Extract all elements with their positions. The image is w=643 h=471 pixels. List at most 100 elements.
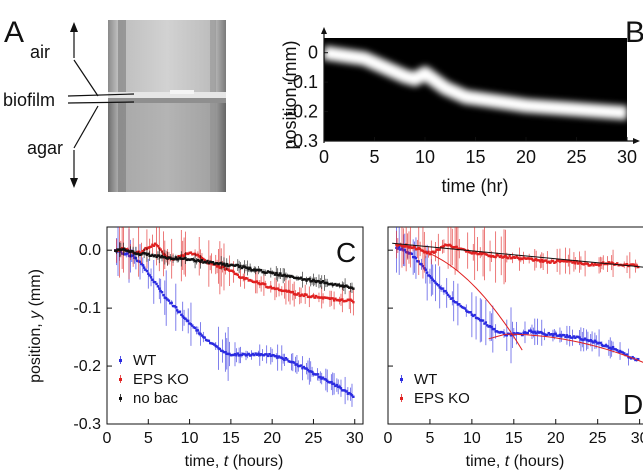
fit-line-wt <box>488 333 643 363</box>
data-point <box>184 256 187 260</box>
d-xtick-label: 25 <box>589 430 607 447</box>
data-point <box>147 246 150 249</box>
data-point <box>512 255 516 259</box>
data-point <box>202 335 205 339</box>
data-point <box>338 299 341 302</box>
data-point <box>302 278 306 281</box>
c-ytick-label: -0.1 <box>73 300 101 317</box>
data-point <box>185 252 189 255</box>
data-point <box>206 259 209 263</box>
data-point <box>266 354 270 358</box>
data-point <box>138 251 142 254</box>
data-point <box>588 339 591 343</box>
data-point <box>473 252 476 255</box>
data-point <box>585 338 588 342</box>
data-point <box>250 353 253 357</box>
data-point <box>465 309 468 312</box>
data-point <box>328 381 332 384</box>
d-xtick-label: 5 <box>425 430 434 447</box>
data-point <box>469 311 472 314</box>
data-point <box>250 268 253 272</box>
data-point <box>203 258 206 262</box>
data-point <box>264 283 267 286</box>
data-point <box>583 337 587 340</box>
c-xtick-label: 30 <box>346 430 364 447</box>
data-point <box>502 332 506 335</box>
data-point <box>187 319 190 323</box>
data-point <box>428 274 432 278</box>
data-point <box>562 260 566 263</box>
data-point <box>280 289 283 292</box>
data-point <box>343 299 347 303</box>
data-point <box>331 382 334 386</box>
data-point <box>514 256 517 259</box>
data-point <box>600 343 604 347</box>
data-point <box>215 265 219 268</box>
data-point <box>313 373 317 376</box>
data-point <box>495 330 499 333</box>
data-point <box>192 326 195 329</box>
data-point <box>491 327 495 331</box>
data-point <box>509 334 513 337</box>
data-point <box>554 260 557 264</box>
data-point <box>582 338 585 341</box>
data-point <box>441 287 444 290</box>
data-point <box>261 270 264 274</box>
data-point <box>607 346 611 350</box>
c-ytick-label: -0.3 <box>73 416 101 433</box>
data-point <box>330 380 333 384</box>
b-xtick-label: 5 <box>369 147 379 167</box>
data-point <box>431 278 434 281</box>
data-point <box>589 263 592 267</box>
c-xtick-label: 10 <box>181 430 199 447</box>
data-point <box>258 269 261 272</box>
data-point <box>174 256 178 259</box>
data-point <box>231 263 234 267</box>
data-point <box>352 300 355 304</box>
data-point <box>458 303 461 306</box>
data-point <box>242 276 245 279</box>
data-point <box>189 323 193 326</box>
data-point <box>295 363 299 366</box>
data-point <box>414 248 418 251</box>
data-point <box>338 385 341 388</box>
data-point <box>511 256 514 260</box>
data-point <box>533 258 536 261</box>
data-point <box>155 282 158 286</box>
data-point <box>147 272 150 275</box>
data-point <box>505 256 509 259</box>
data-point <box>459 304 462 308</box>
data-point <box>301 293 304 296</box>
data-point <box>444 289 447 293</box>
data-point <box>152 280 155 284</box>
data-point <box>142 251 146 255</box>
data-point <box>332 283 336 286</box>
air-pointer <box>73 59 99 97</box>
data-point <box>589 338 592 342</box>
data-point <box>327 297 330 300</box>
data-point <box>254 352 257 355</box>
data-point <box>631 263 634 266</box>
b-xlabel: time (hr) <box>442 176 509 196</box>
data-point <box>281 357 285 360</box>
data-point <box>495 253 499 257</box>
data-point <box>171 257 175 260</box>
data-point <box>574 336 577 340</box>
data-point <box>448 295 451 298</box>
b-xtick-label: 30 <box>617 147 637 167</box>
data-point <box>261 353 264 357</box>
data-point <box>115 249 118 253</box>
data-point <box>530 257 534 261</box>
data-point <box>611 262 615 265</box>
data-point <box>156 254 160 257</box>
data-point <box>442 244 446 248</box>
data-point <box>576 335 580 339</box>
legend-label: EPS KO <box>414 390 470 407</box>
data-point <box>180 313 183 316</box>
data-point <box>578 336 581 339</box>
data-point <box>494 255 497 259</box>
data-point <box>299 276 303 279</box>
data-point <box>287 360 290 363</box>
data-point <box>585 262 588 265</box>
data-point <box>544 333 548 337</box>
